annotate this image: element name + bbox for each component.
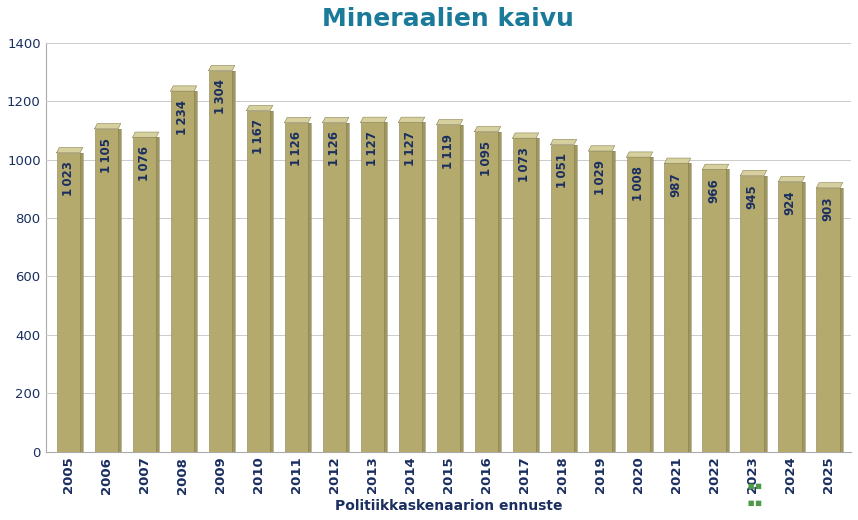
Bar (133, 137, 156, 452)
Text: 1 023: 1 023 (62, 162, 75, 197)
Polygon shape (612, 151, 614, 452)
Bar (398, 122, 422, 452)
Text: 1 119: 1 119 (442, 134, 455, 168)
Bar (437, 125, 460, 452)
Polygon shape (194, 91, 196, 452)
Text: 1 095: 1 095 (480, 140, 492, 176)
Polygon shape (817, 183, 843, 188)
Polygon shape (133, 132, 159, 137)
Polygon shape (384, 122, 387, 452)
Bar (551, 145, 574, 452)
Polygon shape (574, 145, 577, 452)
Polygon shape (551, 139, 577, 145)
Polygon shape (422, 122, 425, 452)
Bar (740, 176, 764, 452)
Bar (512, 138, 536, 452)
Bar (778, 181, 802, 452)
Polygon shape (664, 158, 691, 163)
Polygon shape (589, 146, 614, 151)
Text: 1 105: 1 105 (100, 138, 113, 173)
Text: 1 127: 1 127 (404, 131, 417, 166)
Text: 1 008: 1 008 (631, 166, 644, 201)
Polygon shape (80, 153, 82, 452)
Polygon shape (171, 86, 196, 91)
Text: 987: 987 (670, 172, 683, 197)
Bar (57, 153, 80, 452)
Polygon shape (118, 129, 121, 452)
Bar (246, 111, 270, 452)
Polygon shape (94, 124, 121, 129)
Polygon shape (778, 176, 805, 181)
Bar (208, 71, 233, 452)
Text: 1 076: 1 076 (138, 146, 151, 181)
Text: 1 234: 1 234 (176, 100, 189, 135)
Polygon shape (802, 181, 805, 452)
Polygon shape (764, 176, 767, 452)
Bar (285, 123, 308, 452)
Polygon shape (688, 163, 691, 452)
Polygon shape (285, 118, 311, 123)
Polygon shape (460, 125, 462, 452)
Text: 1 304: 1 304 (214, 80, 227, 114)
Bar (664, 163, 688, 452)
Bar (360, 122, 384, 452)
Polygon shape (323, 118, 348, 123)
Polygon shape (626, 152, 653, 157)
Text: 1 126: 1 126 (328, 132, 341, 166)
Bar (626, 157, 650, 452)
Text: 1 127: 1 127 (366, 131, 379, 166)
Text: 1 073: 1 073 (517, 147, 531, 182)
Polygon shape (233, 71, 235, 452)
Polygon shape (840, 188, 843, 452)
Bar (589, 151, 612, 452)
Text: 945: 945 (746, 185, 758, 209)
Text: 966: 966 (708, 178, 721, 203)
Text: 903: 903 (822, 197, 835, 221)
Title: Mineraalien kaivu: Mineraalien kaivu (323, 7, 574, 31)
Text: 1 167: 1 167 (252, 120, 265, 154)
Polygon shape (57, 148, 82, 153)
Bar (703, 170, 726, 452)
Polygon shape (498, 132, 501, 452)
Polygon shape (246, 106, 273, 111)
Polygon shape (650, 157, 653, 452)
Polygon shape (208, 66, 235, 71)
Bar (474, 132, 498, 452)
Text: 1 029: 1 029 (594, 160, 607, 195)
Polygon shape (156, 137, 159, 452)
X-axis label: Politiikkaskenaarion ennuste: Politiikkaskenaarion ennuste (335, 499, 562, 513)
Text: 1 051: 1 051 (556, 153, 569, 188)
Bar (94, 129, 118, 452)
Polygon shape (512, 133, 539, 138)
Text: 924: 924 (783, 190, 797, 215)
Polygon shape (346, 123, 348, 452)
Polygon shape (308, 123, 311, 452)
Polygon shape (398, 117, 425, 122)
Bar (323, 123, 346, 452)
Polygon shape (474, 126, 501, 132)
Polygon shape (437, 120, 462, 125)
Polygon shape (360, 117, 387, 122)
Text: 1 126: 1 126 (290, 132, 303, 166)
Polygon shape (740, 171, 767, 176)
Polygon shape (703, 164, 728, 170)
Bar (817, 188, 840, 452)
Text: ▪▪
▪▪: ▪▪ ▪▪ (746, 479, 764, 510)
Polygon shape (726, 170, 728, 452)
Bar (171, 91, 194, 452)
Polygon shape (270, 111, 273, 452)
Polygon shape (536, 138, 539, 452)
